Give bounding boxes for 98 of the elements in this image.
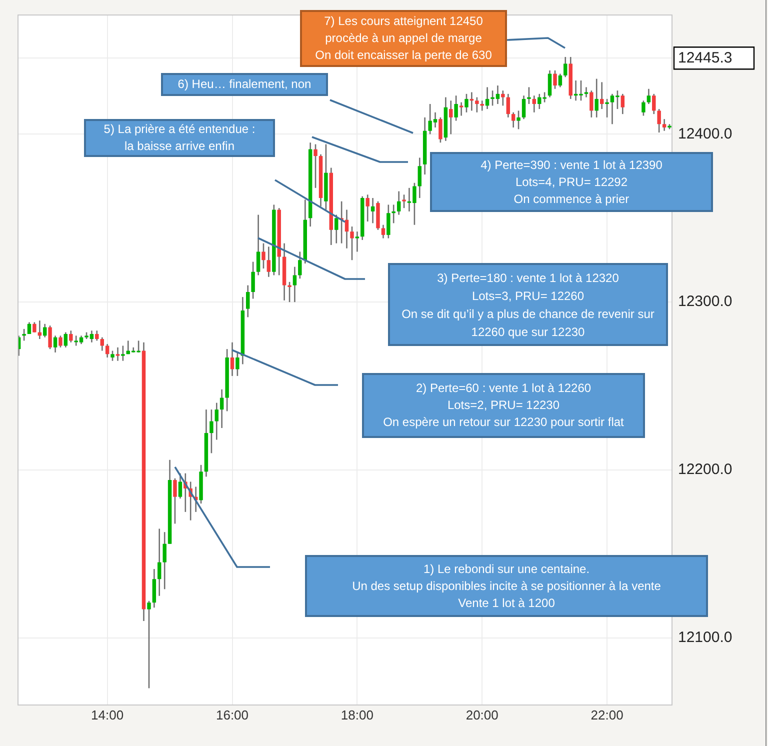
candlestick <box>396 190 401 216</box>
candlestick <box>210 408 214 454</box>
candlestick <box>564 56 568 78</box>
candlestick <box>214 402 219 440</box>
candlestick <box>454 94 458 122</box>
callout-box: 2) Perte=60 : vente 1 lot à 12260 Lots=2, PRU= 12230 On espère un retour sur 12230 pour sortir flat <box>362 373 645 438</box>
candlestick <box>350 226 354 261</box>
x-tick-label: 14:00 <box>91 707 124 722</box>
candlestick <box>485 86 490 110</box>
candlestick <box>173 478 177 524</box>
candlestick <box>147 600 151 689</box>
candlestick <box>548 70 552 98</box>
candlestick <box>600 82 604 110</box>
candlestick <box>657 108 661 134</box>
candlestick <box>292 266 297 303</box>
x-tick-label: 22:00 <box>590 707 624 722</box>
candlestick <box>370 197 375 224</box>
candlestick <box>501 90 505 106</box>
annotation: 1) Le rebondi sur une centaine. Un des setup disponibles incite à se positionner à la vente Vente 1 lot à 1200 <box>351 560 662 612</box>
candlestick <box>266 246 271 278</box>
candlestick <box>344 209 349 250</box>
candlestick <box>527 86 531 105</box>
candlestick <box>480 100 484 112</box>
candlestick <box>662 118 666 132</box>
candlestick <box>516 110 520 130</box>
candlestick <box>251 261 255 300</box>
candlestick <box>121 345 125 362</box>
y-tick-label: 12300.0 <box>678 293 732 310</box>
candlestick <box>532 94 536 114</box>
candlestick <box>366 194 370 222</box>
candlestick <box>594 78 598 118</box>
callout-box: 4) Perte=390 : vente 1 lot à 12390 Lots=4, PRU= 12292 On commence à prier <box>430 152 713 212</box>
candlestick <box>298 251 302 280</box>
candlestick <box>236 352 240 377</box>
candlestick <box>646 88 651 105</box>
callout-box: 6) Heu… finalement, non <box>161 73 328 96</box>
candlestick <box>152 568 156 608</box>
x-tick-label: 20:00 <box>466 707 498 722</box>
candlestick <box>475 96 479 114</box>
candlestick <box>246 284 250 318</box>
candlestick <box>314 144 318 189</box>
candlestick <box>449 100 453 135</box>
callout-box: 5) La prière a été entendue : la baisse arrive enfin <box>84 119 275 157</box>
candlestick <box>459 102 464 116</box>
candlestick <box>506 93 510 118</box>
candlestick <box>178 472 182 500</box>
candlestick <box>27 322 32 335</box>
annotation: 2) Perte=60 : vente 1 lot à 12260 Lots=2, PRU= 12230 On espère un retour sur 12230 pour sortir flat <box>382 380 625 431</box>
callout-box: 1) Le rebondi sur une centaine. Un des setup disponibles incite à se positionner à la vente Vente 1 lot à 1200 <box>305 555 708 617</box>
x-tick-label: 16:00 <box>216 707 249 722</box>
candlestick <box>116 346 120 362</box>
x-tick-label: 18:00 <box>340 707 374 722</box>
candlestick <box>100 336 104 352</box>
candlestick <box>418 157 422 199</box>
candlestick <box>464 93 468 114</box>
candlestick <box>69 330 73 344</box>
y-tick-label: 12100.0 <box>678 628 732 646</box>
candlestick <box>558 73 562 88</box>
candlestick <box>110 350 114 362</box>
candlestick <box>22 328 26 342</box>
candlestick <box>652 93 656 115</box>
candlestick <box>402 194 406 209</box>
y-tick-label: 12445.3 <box>678 49 732 66</box>
candlestick <box>95 330 99 342</box>
candlestick <box>162 531 166 590</box>
candlestick <box>53 335 58 354</box>
candlestick <box>230 342 234 377</box>
candlestick <box>157 528 162 597</box>
callout-box: 7) Les cours atteignent 12450 procède à un appel de marge On doit encaisser la perte de 630 <box>300 10 507 67</box>
candlestick <box>386 204 390 239</box>
candlestick <box>32 322 36 333</box>
candlestick <box>48 324 52 350</box>
candlestick <box>58 335 62 348</box>
candlestick <box>584 86 588 98</box>
y-tick-label: 12400.0 <box>678 125 732 142</box>
candlestick <box>642 100 646 116</box>
callout-box: 3) Perte=180 : vente 1 lot à 12320 Lots=3, PRU= 12260 On se dit qu’il y a plus de chance de revenir sur 12260 que sur 12230 <box>388 263 668 346</box>
y-tick-label: 12200.0 <box>678 461 732 478</box>
candlestick <box>262 242 266 270</box>
candlestick <box>511 112 516 128</box>
candlestick <box>355 230 360 252</box>
candlestick <box>605 98 609 118</box>
candlestick <box>42 323 47 338</box>
candlestick <box>220 388 224 429</box>
candlestick <box>590 90 594 118</box>
candlestick <box>522 94 526 120</box>
candlestick <box>438 116 442 144</box>
annotation: 4) Perte=390 : vente 1 lot à 12390 Lots=4, PRU= 12292 On commence à prier <box>480 156 664 208</box>
candlestick <box>620 93 625 115</box>
candlestick <box>392 204 396 224</box>
candlestick <box>553 70 557 90</box>
candlestick <box>381 224 386 239</box>
candlestick <box>334 214 338 244</box>
candlestick <box>105 343 110 358</box>
annotation: 3) Perte=180 : vente 1 lot à 12320 Lots=3, PRU= 12260 On se dit qu’il y a plus de chance de revenir sur 12260 que sur 12230 <box>400 270 656 340</box>
candlestick <box>256 214 260 276</box>
candlestick <box>64 332 68 348</box>
candlestick <box>288 281 292 303</box>
